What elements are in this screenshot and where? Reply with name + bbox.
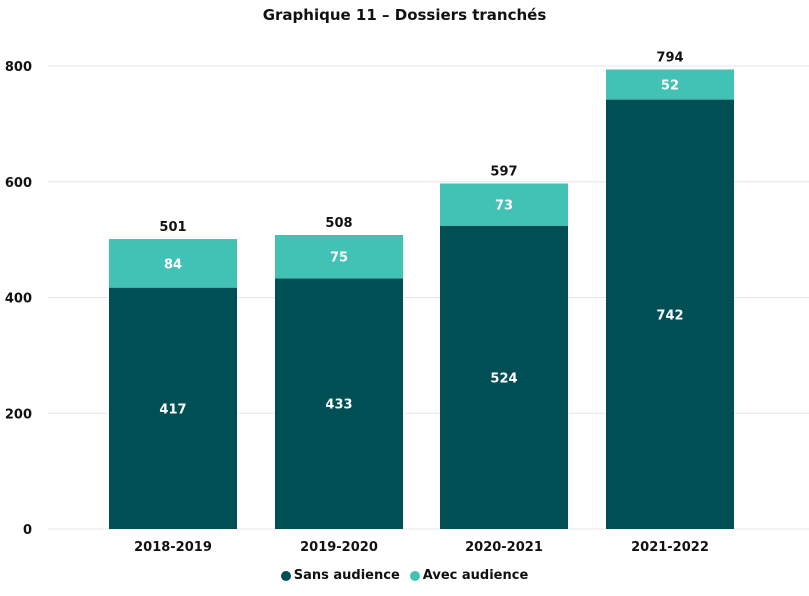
legend-label-avec-audience: Avec audience <box>422 568 529 583</box>
data-label: 417 <box>159 402 186 417</box>
bar-segment <box>109 287 237 529</box>
y-tick-label: 200 <box>5 407 32 422</box>
data-label: 73 <box>495 199 513 214</box>
x-tick-label: 2018-2019 <box>134 540 212 555</box>
data-label: 52 <box>661 79 679 94</box>
y-tick-label: 400 <box>5 292 32 307</box>
total-label: 508 <box>325 216 352 231</box>
y-tick-label: 600 <box>5 176 32 191</box>
bar-segment <box>606 99 734 529</box>
bar-segment <box>275 234 403 279</box>
total-label: 794 <box>656 50 683 65</box>
data-label: 742 <box>656 308 683 323</box>
data-label: 433 <box>325 398 352 413</box>
chart-title: Graphique 11 – Dossiers tranchés <box>262 6 547 24</box>
y-tick-label: 800 <box>5 60 32 75</box>
y-tick-label: 0 <box>23 523 32 538</box>
bar-segment <box>440 225 568 530</box>
bar-segment <box>109 239 237 288</box>
data-label: 75 <box>330 251 348 266</box>
x-tick-label: 2020-2021 <box>465 540 543 555</box>
legend-swatch-sans-audience <box>280 570 291 581</box>
data-label: 84 <box>164 257 182 272</box>
total-label: 501 <box>159 220 186 235</box>
data-label: 524 <box>490 371 517 386</box>
legend-label-sans-audience: Sans audience <box>293 568 400 583</box>
legend-swatch-avec-audience <box>409 570 420 581</box>
total-label: 597 <box>490 164 517 179</box>
bar-segment <box>440 183 568 226</box>
x-tick-label: 2019-2020 <box>300 540 378 555</box>
bar-segment <box>606 69 734 100</box>
legend-item-sans-audience: Sans audience <box>280 568 400 583</box>
bar-segment <box>275 278 403 529</box>
legend-item-avec-audience: Avec audience <box>409 568 529 583</box>
x-tick-label: 2021-2022 <box>631 540 709 555</box>
legend: Sans audience Avec audience <box>0 568 809 583</box>
